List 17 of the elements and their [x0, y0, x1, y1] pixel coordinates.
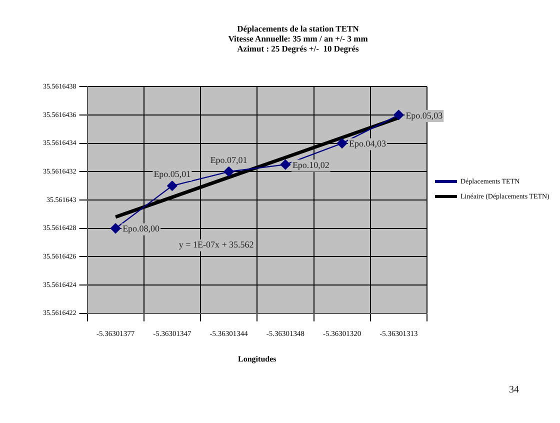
point — [394, 110, 404, 120]
point — [224, 166, 234, 177]
chart-title: Déplacements de la station TETN — [237, 23, 360, 34]
data-label: Epo.05,01 — [154, 169, 191, 180]
data-label: Epo.04,03 — [349, 138, 387, 149]
data-label: Epo.07,01 — [210, 155, 248, 166]
x-axis-title: Longitudes — [238, 354, 276, 364]
data-label: Epo.08,00 — [122, 224, 160, 234]
data-label: Epo.10,02 — [292, 160, 330, 170]
point — [336, 138, 348, 148]
text: 34 — [509, 384, 519, 396]
point — [110, 223, 121, 234]
annotation: y = 1E-07x + 35.562 — [178, 240, 254, 250]
point — [167, 180, 178, 191]
point — [280, 159, 291, 170]
data-label: Epo.05,03 — [406, 110, 444, 120]
chart-subtitle: Vitesse Annuelle: 35 mm / an +/- 3 mm Azimut : 25 Degrés +/- 10 Degrés — [228, 34, 368, 54]
